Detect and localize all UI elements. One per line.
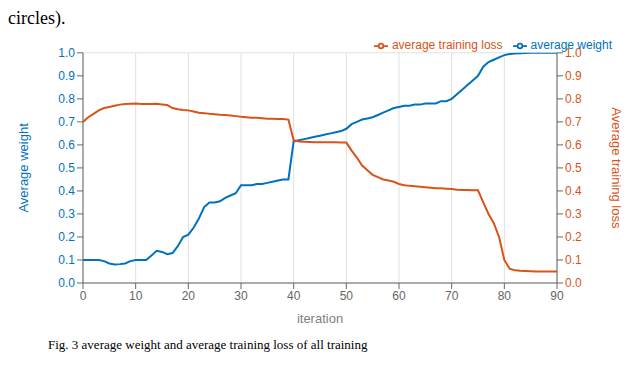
svg-text:0.6: 0.6 (58, 138, 75, 152)
svg-text:0.1: 0.1 (565, 253, 582, 267)
svg-text:0.5: 0.5 (565, 161, 582, 175)
svg-text:0.4: 0.4 (58, 184, 75, 198)
svg-text:0.1: 0.1 (58, 253, 75, 267)
svg-text:0.3: 0.3 (58, 207, 75, 221)
svg-text:0.0: 0.0 (58, 276, 75, 290)
svg-text:60: 60 (392, 289, 406, 303)
svg-text:80: 80 (498, 289, 512, 303)
svg-text:40: 40 (287, 289, 301, 303)
svg-text:20: 20 (182, 289, 196, 303)
svg-text:1.0: 1.0 (565, 46, 582, 60)
svg-text:0.2: 0.2 (58, 230, 75, 244)
svg-text:30: 30 (234, 289, 248, 303)
svg-text:0.9: 0.9 (565, 69, 582, 83)
svg-text:0.4: 0.4 (565, 184, 582, 198)
svg-text:0.7: 0.7 (58, 115, 75, 129)
svg-text:0.3: 0.3 (565, 207, 582, 221)
svg-text:Average training loss: Average training loss (609, 107, 624, 229)
svg-text:Average weight: Average weight (16, 123, 31, 213)
svg-text:0.7: 0.7 (565, 115, 582, 129)
svg-text:0.6: 0.6 (565, 138, 582, 152)
svg-text:0.0: 0.0 (565, 276, 582, 290)
svg-text:0.5: 0.5 (58, 161, 75, 175)
svg-text:10: 10 (129, 289, 143, 303)
svg-text:50: 50 (340, 289, 354, 303)
svg-text:0.8: 0.8 (58, 92, 75, 106)
svg-text:1.0: 1.0 (58, 46, 75, 60)
svg-text:0.2: 0.2 (565, 230, 582, 244)
svg-text:0.9: 0.9 (58, 69, 75, 83)
svg-text:70: 70 (445, 289, 459, 303)
svg-text:90: 90 (550, 289, 564, 303)
svg-text:iteration: iteration (297, 311, 343, 326)
svg-text:0.8: 0.8 (565, 92, 582, 106)
svg-text:0: 0 (80, 289, 87, 303)
